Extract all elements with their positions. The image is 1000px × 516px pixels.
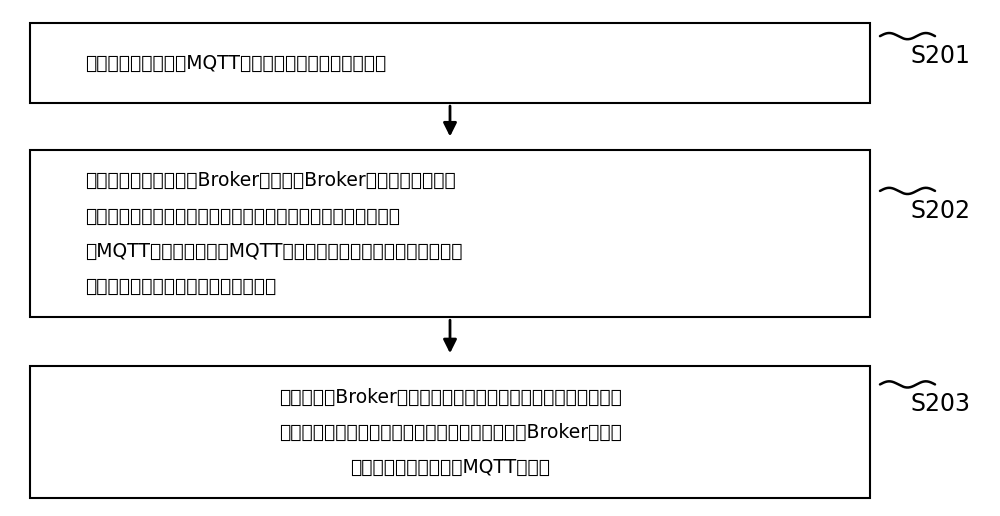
Text: 的MQTT客户端，其中，MQTT客户端包括云平台、充电桩和用户终: 的MQTT客户端，其中，MQTT客户端包括云平台、充电桩和用户终 [85, 241, 462, 261]
Text: S201: S201 [910, 44, 970, 68]
Text: S203: S203 [910, 392, 970, 415]
Text: 充电桩与云平台基于MQTT协议完成配对并建立远程通信: 充电桩与云平台基于MQTT协议完成配对并建立远程通信 [85, 54, 386, 73]
Text: 充电桩发布通讯消息至Broker服务器，Broker服务器接收通讯消: 充电桩发布通讯消息至Broker服务器，Broker服务器接收通讯消 [85, 171, 456, 190]
Text: 端，通讯消息包括同步消息和异步消息: 端，通讯消息包括同步消息和异步消息 [85, 277, 276, 296]
Text: 充电桩订阅Broker服务器中的一个或多个目标话题，接收目标话: 充电桩订阅Broker服务器中的一个或多个目标话题，接收目标话 [279, 388, 621, 407]
Text: S202: S202 [910, 199, 970, 222]
Text: 发布的通讯消息获取自MQTT客户端: 发布的通讯消息获取自MQTT客户端 [350, 458, 550, 477]
Bar [30, 366, 870, 498]
Bar [30, 23, 870, 103]
Text: 题下的通讯消息并响应其对应的动作指令，其中，Broker服务器: 题下的通讯消息并响应其对应的动作指令，其中，Broker服务器 [279, 423, 621, 442]
Text: 息并确定其对应的目标话题，并将通讯消息发布至订阅目标话题: 息并确定其对应的目标话题，并将通讯消息发布至订阅目标话题 [85, 206, 400, 225]
Bar [30, 150, 870, 317]
